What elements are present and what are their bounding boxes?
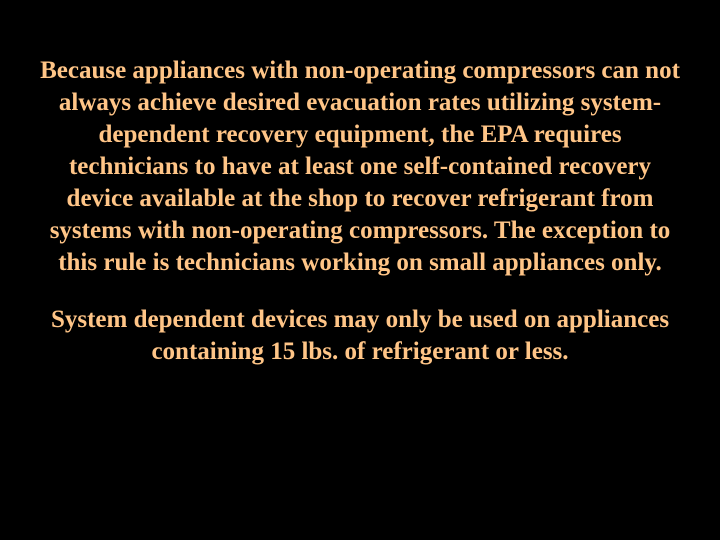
slide-paragraph-1: Because appliances with non-operating co… <box>40 55 680 279</box>
slide-paragraph-2: System dependent devices may only be use… <box>40 304 680 368</box>
